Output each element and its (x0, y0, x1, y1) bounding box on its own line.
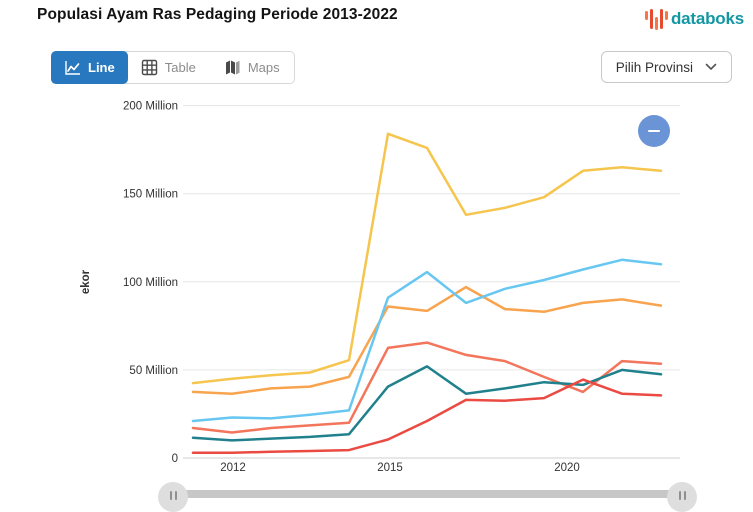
line-series-5[interactable] (191, 365, 663, 442)
line-chart-icon (64, 60, 81, 76)
tab-line-label: Line (88, 60, 115, 75)
chart-view-tab-group: Line Table Maps (51, 51, 295, 84)
tab-line[interactable]: Line (51, 51, 128, 84)
x-axis-tick-label: 2012 (220, 462, 246, 474)
line-series-6[interactable] (191, 378, 663, 454)
chevron-down-icon (705, 63, 717, 71)
grip-icon (684, 491, 686, 500)
grip-icon (679, 491, 681, 500)
line-series-1[interactable] (191, 132, 663, 385)
y-axis-tick-label: 150 Million (123, 189, 178, 201)
grip-icon (175, 491, 177, 500)
tab-maps[interactable]: Maps (210, 52, 294, 83)
y-axis-title: ekor (80, 269, 92, 294)
x-axis-tick-label: 2015 (377, 462, 403, 474)
maps-icon (224, 59, 241, 76)
databoks-logo-text: databoks (670, 9, 744, 28)
grip-icon (170, 491, 172, 500)
x-axis-tick-label: 2020 (554, 462, 580, 474)
page-title: Populasi Ayam Ras Pedaging Periode 2013-… (37, 6, 398, 23)
table-icon (141, 59, 158, 76)
range-navigator-right-handle[interactable] (667, 482, 697, 512)
y-axis-tick-label: 100 Million (123, 277, 178, 289)
province-select-label: Pilih Provinsi (615, 59, 693, 75)
tab-table-label: Table (164, 60, 196, 75)
range-navigator-left-handle[interactable] (158, 482, 188, 512)
line-series-4[interactable] (191, 341, 663, 434)
range-navigator-track[interactable] (176, 490, 676, 498)
databoks-logo-icon (644, 7, 668, 31)
databoks-logo: databoks (644, 7, 744, 31)
y-axis-tick-label: 200 Million (123, 101, 178, 113)
chart-minimize-button[interactable] (638, 115, 670, 147)
province-select-button[interactable]: Pilih Provinsi (600, 51, 732, 83)
y-axis-tick-label: 50 Million (129, 365, 178, 377)
line-chart[interactable]: 0 50 Million 100 Million 150 Million 200 Mil… (0, 0, 753, 498)
tab-maps-label: Maps (247, 60, 280, 75)
line-series-2[interactable] (191, 285, 663, 395)
line-series-3[interactable] (191, 258, 663, 423)
y-axis-tick-label: 0 (172, 453, 178, 465)
tab-table[interactable]: Table (127, 52, 210, 83)
